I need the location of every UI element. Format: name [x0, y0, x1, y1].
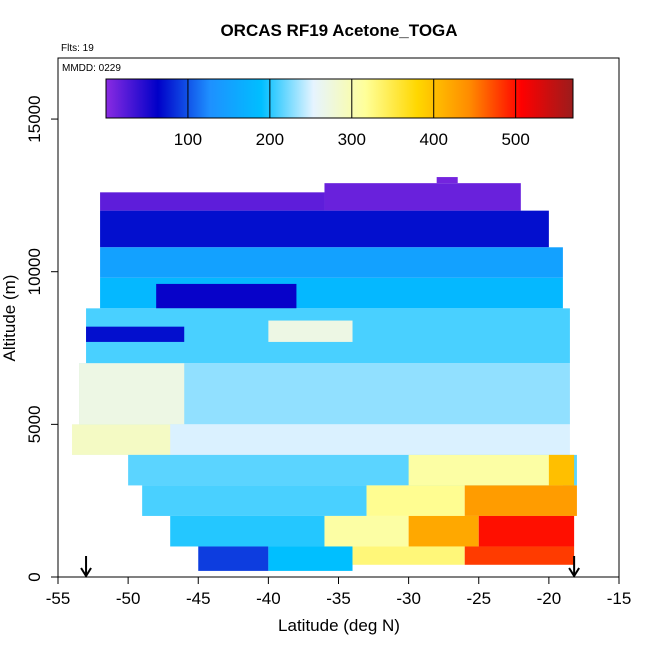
- heatmap-cell: [408, 454, 563, 486]
- heatmap-cell: [464, 485, 577, 516]
- colorbar-tick-label: 500: [501, 130, 529, 149]
- x-tick-label: -20: [537, 589, 562, 608]
- x-tick-label: -40: [256, 589, 281, 608]
- x-tick-label: -35: [326, 589, 351, 608]
- x-tick-label: -45: [186, 589, 211, 608]
- endpoint-arrow: [568, 556, 580, 578]
- heatmap-cell: [268, 546, 353, 571]
- date-label: MMDD: 0229: [62, 63, 121, 74]
- heatmap-cell: [79, 363, 185, 425]
- heatmap-cell: [142, 485, 367, 516]
- colorbar-ticks: 100 200 300 400 500: [174, 79, 530, 149]
- heatmap-cell: [366, 485, 465, 516]
- chart-title: ORCAS RF19 Acetone_TOGA: [220, 21, 457, 40]
- x-axis: -55 -50 -45 -40 -35 -30 -25 -20 -15: [46, 576, 632, 608]
- colorbar-tick-label: 200: [256, 130, 284, 149]
- heatmap-cell: [436, 177, 458, 184]
- colorbar: [105, 78, 574, 119]
- heatmap-cell: [100, 192, 325, 211]
- y-axis: 0 5000 10000 15000: [25, 95, 59, 582]
- heatmap-cell: [548, 454, 575, 486]
- x-tick-label: -15: [607, 589, 632, 608]
- heatmap-cell: [156, 283, 297, 309]
- y-axis-label: Altitude (m): [0, 275, 19, 362]
- heatmap-cell: [170, 515, 325, 547]
- y-tick-label: 10000: [25, 248, 44, 295]
- heatmap-cell: [72, 424, 171, 455]
- colorbar-tick-label: 300: [338, 130, 366, 149]
- colorbar-tick-label: 100: [174, 130, 202, 149]
- x-tick-label: -55: [46, 589, 71, 608]
- endpoint-arrow: [80, 556, 92, 578]
- heatmap-cells: [72, 177, 577, 571]
- heatmap-cell: [478, 515, 575, 547]
- y-tick-label: 15000: [25, 95, 44, 142]
- x-tick-label: -30: [396, 589, 421, 608]
- heatmap-cell: [100, 210, 549, 248]
- heatmap-cell: [464, 546, 575, 565]
- colorbar-tick-label: 400: [420, 130, 448, 149]
- x-axis-label: Latitude (deg N): [278, 616, 400, 635]
- flight-endpoint-markers: [80, 556, 580, 578]
- x-tick-label: -25: [466, 589, 491, 608]
- heatmap-cell: [268, 320, 353, 342]
- x-tick-label: -50: [116, 589, 141, 608]
- heatmap-cell: [86, 326, 185, 342]
- heatmap-cell: [352, 546, 465, 565]
- heatmap-cell: [324, 515, 409, 547]
- heatmap-cell: [408, 515, 479, 547]
- y-tick-label: 5000: [25, 405, 44, 443]
- flights-label: Flts: 19: [61, 43, 94, 54]
- heatmap-cell: [198, 546, 269, 571]
- heatmap-cell: [100, 247, 563, 278]
- heatmap-cell: [324, 183, 521, 211]
- y-tick-label: 0: [25, 572, 44, 581]
